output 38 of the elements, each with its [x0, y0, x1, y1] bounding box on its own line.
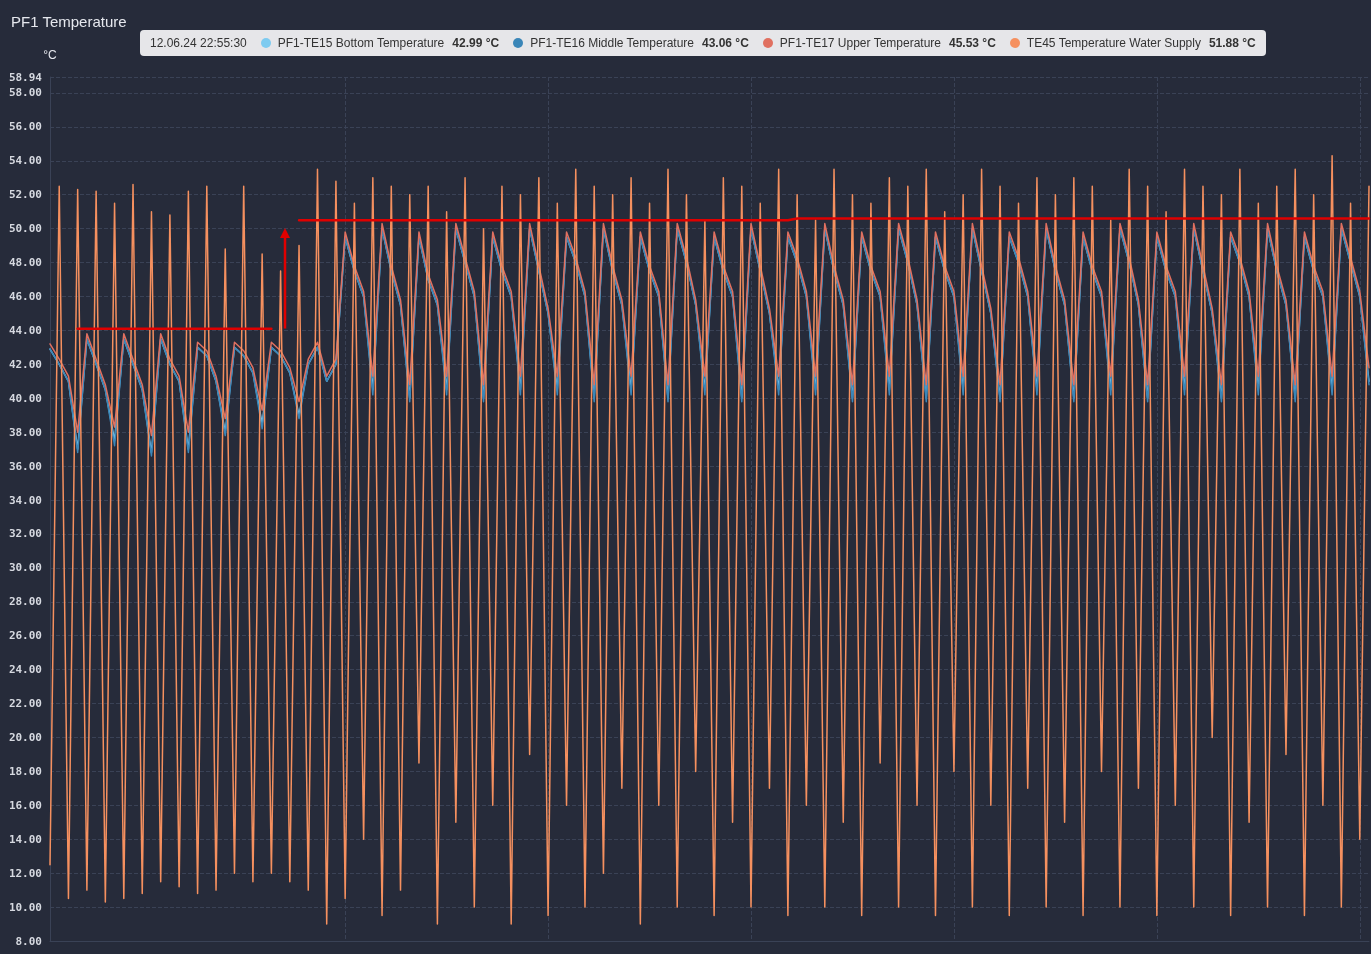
- y-tick-label: 18.00: [8, 764, 42, 778]
- y-tick-label: 50.00: [8, 222, 42, 236]
- y-tick-label: 38.00: [8, 425, 42, 439]
- y-tick-label: 56.00: [8, 120, 42, 134]
- legend-label: PF1-TE17 Upper Temperature: [779, 35, 941, 52]
- y-tick-label: 34.00: [8, 493, 42, 507]
- y-tick-label: 28.00: [8, 595, 42, 609]
- y-tick-label: 30.00: [8, 561, 42, 575]
- y-tick-label: 26.00: [8, 629, 42, 643]
- y-tick-label: 58.00: [8, 86, 42, 100]
- legend-label: TE45 Temperature Water Supply: [1026, 35, 1201, 52]
- y-tick-label: 42.00: [8, 357, 42, 371]
- y-tick-label: 20.00: [8, 730, 42, 744]
- y-tick-label: 10.00: [8, 900, 42, 914]
- y-axis-title: °C: [43, 48, 58, 62]
- text: 42.99 °C: [452, 35, 500, 52]
- legend-label: PF1-TE16 Middle Temperature: [530, 35, 694, 52]
- y-tick-label: 36.00: [8, 459, 42, 473]
- y-tick-label: 48.00: [8, 256, 42, 270]
- text: 51.88 °C: [1208, 35, 1256, 52]
- y-tick-label: 32.00: [8, 527, 42, 541]
- y-tick-label: 44.00: [8, 323, 42, 337]
- text: 43.06 °C: [701, 35, 749, 52]
- legend-title: 12.06.24 22:55:30: [150, 35, 247, 52]
- y-tick-label: 46.00: [8, 289, 42, 303]
- y-tick-label: 12.00: [8, 866, 42, 880]
- chart-title: PF1 Temperature: [11, 13, 127, 30]
- y-tick-label: 24.00: [8, 663, 42, 677]
- text: 45.53 °C: [949, 35, 996, 52]
- y-tick-label: 22.00: [8, 697, 42, 711]
- y-tick-label: 8.00: [15, 934, 42, 948]
- legend-label: PF1-TE15 Bottom Temperature: [277, 35, 445, 52]
- y-tick-label: 40.00: [8, 391, 42, 405]
- y-tick-label: 52.00: [8, 188, 42, 202]
- y-tick-label: 14.00: [8, 832, 42, 846]
- y-tick-label: 16.00: [8, 798, 42, 812]
- y-tick-label: 54.00: [8, 154, 42, 168]
- y-tick-label: 58.94: [8, 70, 43, 84]
